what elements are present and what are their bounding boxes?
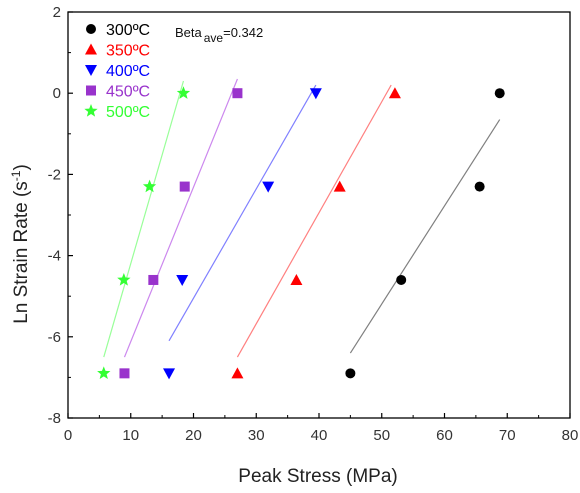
data-point-series-1	[494, 88, 505, 99]
fit-line-series-1	[349, 119, 501, 354]
x-tick-label: 10	[122, 427, 139, 444]
data-point-series-4	[148, 274, 159, 285]
data-point-series-5	[176, 86, 191, 99]
x-tick-label: 0	[64, 427, 72, 444]
y-tick-label: 2	[53, 4, 61, 21]
y-axis-title-main: Ln Strain Rate (s	[11, 181, 32, 324]
legend-label-series-4: 450ºC	[106, 84, 150, 101]
y-tick-label: -8	[48, 410, 61, 427]
beta-prefix: Beta	[175, 25, 203, 40]
legend-marker-series-4	[86, 85, 96, 96]
data-point-series-1	[396, 274, 407, 285]
fit-lines	[103, 78, 501, 358]
y-axis-title: Ln Strain Rate (s-1)	[9, 164, 32, 324]
legend-marker-series-5	[84, 104, 98, 117]
legend: 300ºC 350ºC 400ºC 450ºC 500ºC	[84, 22, 150, 121]
data-point-series-1	[474, 181, 485, 192]
y-tick-label: -4	[48, 248, 61, 265]
data-points	[97, 86, 505, 380]
x-axis: 0 10 20 30 40 50 60 70 80	[64, 413, 579, 444]
beta-annotation: Beta ave=0.342	[175, 25, 263, 45]
y-axis: 2 0 -2 -4 -6 -8	[48, 4, 73, 427]
x-tick-label: 30	[248, 427, 265, 444]
legend-label-series-1: 300ºC	[106, 22, 150, 39]
legend-marker-series-1	[86, 24, 96, 34]
data-point-series-3	[163, 368, 176, 380]
x-tick-label: 40	[311, 427, 328, 444]
data-point-series-1	[345, 368, 356, 379]
beta-suffix: =0.342	[223, 25, 263, 40]
data-point-series-4	[119, 368, 130, 379]
y-axis-title-end: )	[11, 164, 32, 170]
legend-label-series-3: 400ºC	[106, 63, 150, 80]
y-tick-label: -2	[48, 166, 61, 183]
y-tick-label: 0	[53, 85, 61, 102]
data-point-series-5	[97, 366, 111, 379]
data-point-series-4	[232, 88, 243, 99]
fit-line-series-3	[168, 84, 317, 342]
data-point-series-3	[262, 181, 275, 193]
data-point-series-2	[231, 367, 244, 379]
data-point-series-5	[142, 179, 157, 193]
x-tick-label: 20	[185, 427, 202, 444]
legend-label-series-2: 350ºC	[106, 43, 150, 60]
legend-marker-series-2	[85, 43, 97, 55]
x-tick-label: 70	[499, 427, 516, 444]
data-point-series-2	[333, 180, 346, 192]
fit-line-series-4	[123, 78, 238, 358]
data-point-series-3	[176, 274, 189, 286]
fit-line-series-2	[236, 84, 392, 358]
legend-marker-series-3	[85, 65, 97, 76]
y-axis-title-sup: -1	[9, 170, 23, 181]
data-point-series-5	[117, 272, 131, 286]
data-point-series-4	[179, 181, 190, 192]
fit-line-series-5	[103, 80, 185, 358]
x-tick-label: 60	[436, 427, 453, 444]
beta-subscript: ave	[204, 31, 224, 45]
data-point-series-2	[290, 273, 303, 285]
legend-label-series-5: 500ºC	[106, 104, 150, 121]
x-tick-label: 50	[373, 427, 390, 444]
data-point-series-2	[388, 87, 401, 99]
x-axis-title: Peak Stress (MPa)	[238, 466, 397, 487]
x-tick-label: 80	[562, 427, 579, 444]
data-point-series-3	[309, 88, 322, 100]
y-tick-label: -6	[48, 329, 61, 346]
